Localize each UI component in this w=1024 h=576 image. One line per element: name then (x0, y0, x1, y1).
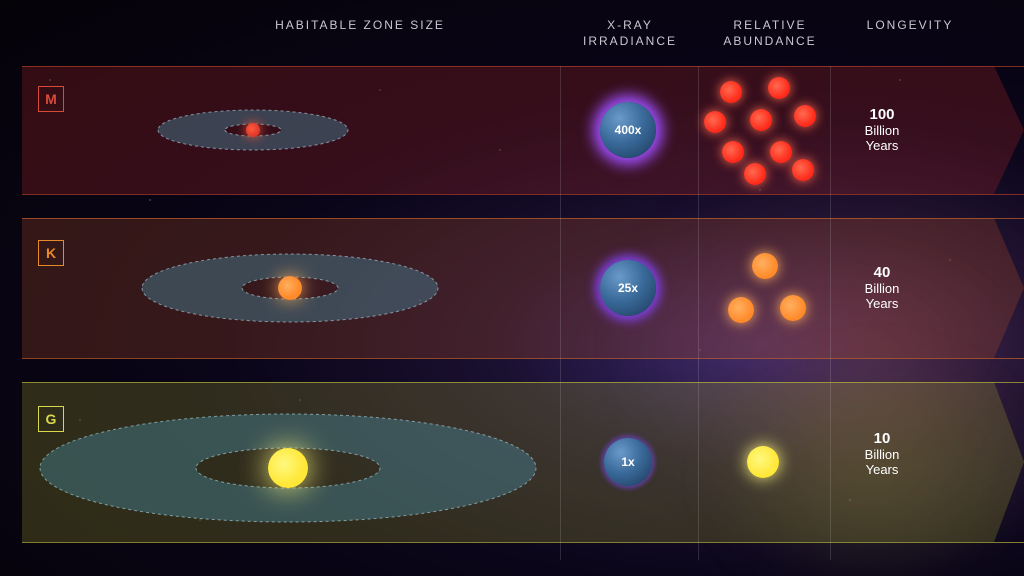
abundance-star-icon (722, 141, 744, 163)
longevity-label: 40BillionYears (832, 264, 932, 311)
longevity-label: 100BillionYears (832, 106, 932, 153)
longevity-label: 10BillionYears (832, 430, 932, 477)
column-headers: HABITABLE ZONE SIZE X-RAY IRRADIANCE REL… (0, 18, 1024, 58)
longevity-value: 100 (832, 106, 932, 123)
longevity-unit: Years (866, 462, 899, 477)
abundance-star-icon (720, 81, 742, 103)
longevity-unit: Billion (865, 281, 900, 296)
longevity-unit: Billion (865, 447, 900, 462)
abundance-star-icon (752, 253, 778, 279)
longevity-value: 40 (832, 264, 932, 281)
xray-value: 400x (598, 123, 658, 137)
infographic-root: HABITABLE ZONE SIZE X-RAY IRRADIANCE REL… (0, 0, 1024, 576)
row-K: K 25x 40BillionYears (0, 218, 1024, 358)
abundance-star-icon (792, 159, 814, 181)
abundance-star-icon (780, 295, 806, 321)
header-xray: X-RAY IRRADIANCE (560, 18, 700, 49)
row-rule (22, 66, 1024, 67)
row-rule (22, 382, 1024, 383)
header-abundance: RELATIVE ABUNDANCE (700, 18, 840, 49)
abundance-star-icon (768, 77, 790, 99)
abundance-star-icon (750, 109, 772, 131)
row-rule (22, 358, 1024, 359)
longevity-value: 10 (832, 430, 932, 447)
abundance-star-icon (704, 111, 726, 133)
abundance-star-icon (794, 105, 816, 127)
abundance-star-icon (747, 446, 779, 478)
hz-star-icon (268, 448, 308, 488)
xray-value: 25x (598, 281, 658, 295)
abundance-star-icon (744, 163, 766, 185)
column-divider (698, 66, 699, 560)
column-divider (560, 66, 561, 560)
row-rule (22, 194, 1024, 195)
abundance-star-icon (728, 297, 754, 323)
xray-value: 1x (598, 455, 658, 469)
row-rule (22, 542, 1024, 543)
row-M: M 400x 100BillionYears (0, 66, 1024, 194)
longevity-unit: Billion (865, 123, 900, 138)
hz-star-icon (278, 276, 302, 300)
longevity-unit: Years (866, 138, 899, 153)
longevity-unit: Years (866, 296, 899, 311)
row-rule (22, 218, 1024, 219)
star-type-label: K (38, 240, 64, 266)
header-longevity: LONGEVITY (840, 18, 980, 32)
star-type-label: M (38, 86, 64, 112)
header-habitable: HABITABLE ZONE SIZE (180, 18, 540, 32)
abundance-star-icon (770, 141, 792, 163)
column-divider (830, 66, 831, 560)
row-G: G1x10BillionYears (0, 382, 1024, 542)
hz-star-icon (246, 123, 260, 137)
